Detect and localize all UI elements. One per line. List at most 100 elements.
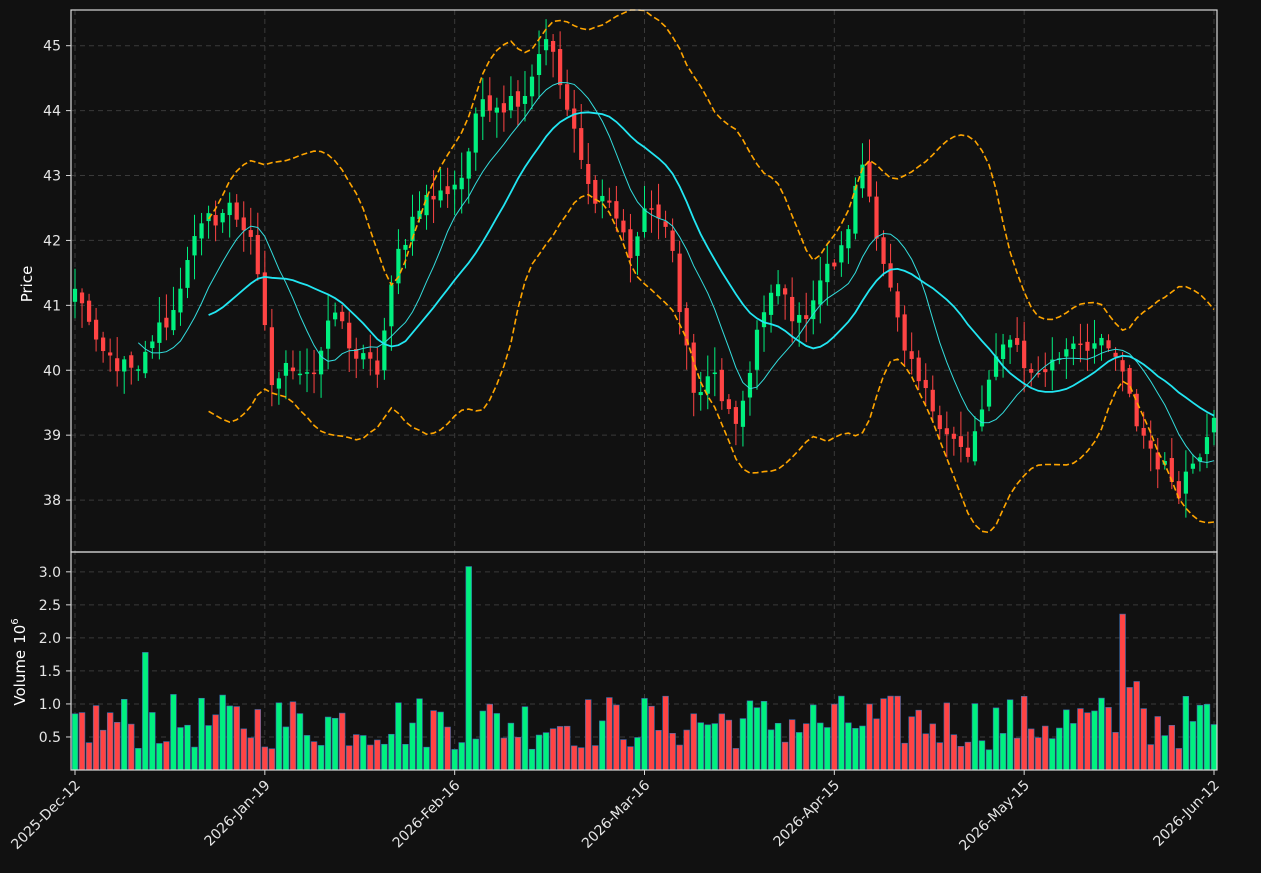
candle-body (431, 195, 436, 200)
candle-body (797, 314, 802, 323)
volume-bar (894, 695, 901, 771)
volume-bar (978, 740, 986, 771)
candle-body (1134, 393, 1139, 427)
candle-body (916, 357, 921, 382)
volume-bar (99, 729, 107, 771)
volume-bar (338, 712, 346, 771)
volume-bar (1063, 709, 1070, 771)
candle-body (445, 186, 450, 195)
volume-bar (535, 734, 543, 771)
candle-body (825, 263, 830, 283)
candle-body (1029, 369, 1034, 373)
volume-bar (191, 746, 198, 771)
candle-body (157, 322, 162, 343)
volume-bar (908, 716, 915, 771)
volume-bar (866, 703, 873, 771)
candle-body (501, 103, 506, 113)
volume-bar (774, 722, 782, 771)
candle-body (326, 320, 331, 349)
volume-bar (247, 737, 254, 771)
candle-body (220, 212, 225, 223)
candle-body (1211, 417, 1217, 433)
volume-bar (542, 732, 550, 771)
volume-bar (303, 735, 311, 771)
candle-body (283, 362, 289, 376)
candle-body (1190, 463, 1196, 469)
volume-bar (128, 723, 135, 771)
volume-bar (254, 709, 261, 771)
candle-body (129, 355, 134, 368)
candle-body (1141, 427, 1146, 436)
price-tick-label: 44 (43, 104, 61, 120)
candle-body (480, 99, 485, 117)
volume-bar (198, 697, 205, 771)
candle-body (1183, 471, 1188, 494)
volume-bars (71, 566, 1218, 771)
volume-bar (781, 741, 789, 771)
volume-bar (479, 710, 486, 771)
candle-body (1113, 352, 1118, 357)
volume-bar (964, 741, 972, 771)
volume-bar (493, 713, 501, 771)
candle-body (909, 351, 914, 359)
candle-body (600, 195, 605, 202)
candles (72, 19, 1217, 518)
volume-bar (346, 745, 353, 771)
candle-body (1085, 341, 1090, 351)
candle-body (726, 399, 731, 410)
volume-bar (739, 718, 747, 771)
candle-body (347, 322, 352, 349)
candle-body (185, 260, 190, 288)
volume-bar (374, 739, 381, 771)
volume-bar (880, 698, 887, 771)
candle-body (1022, 340, 1027, 369)
candle-body (340, 311, 345, 322)
candle-body (515, 91, 521, 107)
volume-bar (795, 732, 803, 771)
candle-body (1148, 440, 1153, 449)
candle-body (178, 288, 183, 313)
candle-body (550, 41, 556, 52)
volume-bar (788, 719, 796, 771)
volume-bar (887, 695, 894, 771)
volume-bar (549, 728, 557, 771)
volume-bar (725, 719, 733, 771)
volume-bar (514, 736, 522, 771)
volume-bar (388, 733, 395, 771)
candle-body (586, 164, 591, 184)
candle-body (888, 263, 893, 288)
candle-body (614, 201, 619, 219)
volume-bar (465, 566, 472, 771)
volume-bar (275, 702, 283, 771)
candle-body (818, 280, 823, 305)
candle-body (1204, 437, 1210, 455)
volume-bar (1013, 737, 1021, 771)
volume-bar (1161, 735, 1168, 771)
volume-bar (85, 742, 93, 771)
candle-body (719, 369, 724, 402)
candle-body (108, 352, 113, 356)
volume-bar (381, 743, 388, 771)
candle-body (839, 245, 844, 263)
candle-body (832, 262, 837, 267)
candle-body (255, 235, 260, 275)
candle-body (874, 196, 879, 239)
candle-body (1099, 337, 1104, 346)
volume-bar (971, 703, 979, 771)
candle-body (1036, 373, 1041, 375)
volume-bar (683, 729, 690, 771)
candle-body (234, 202, 239, 220)
candle-body (1015, 338, 1020, 345)
candle-body (473, 113, 478, 153)
candle-body (775, 284, 781, 297)
candle-body (164, 317, 169, 328)
candle-body (192, 236, 197, 256)
candle-body (642, 208, 647, 232)
volume-bar (500, 737, 508, 771)
candle-body (733, 407, 739, 424)
volume-bar (1147, 744, 1154, 771)
volume-bar (585, 699, 592, 771)
price-axis-label: Price (18, 266, 36, 303)
volume-axis-label-text: Volume (11, 650, 29, 706)
volume-bar (1098, 697, 1105, 771)
